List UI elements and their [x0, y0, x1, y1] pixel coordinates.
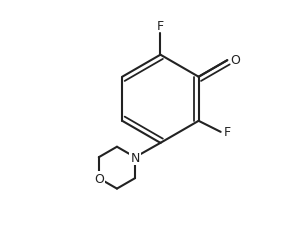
- Text: N: N: [130, 151, 140, 164]
- Text: O: O: [230, 54, 240, 67]
- Text: F: F: [223, 126, 231, 139]
- Text: O: O: [94, 172, 104, 185]
- Text: F: F: [157, 19, 164, 32]
